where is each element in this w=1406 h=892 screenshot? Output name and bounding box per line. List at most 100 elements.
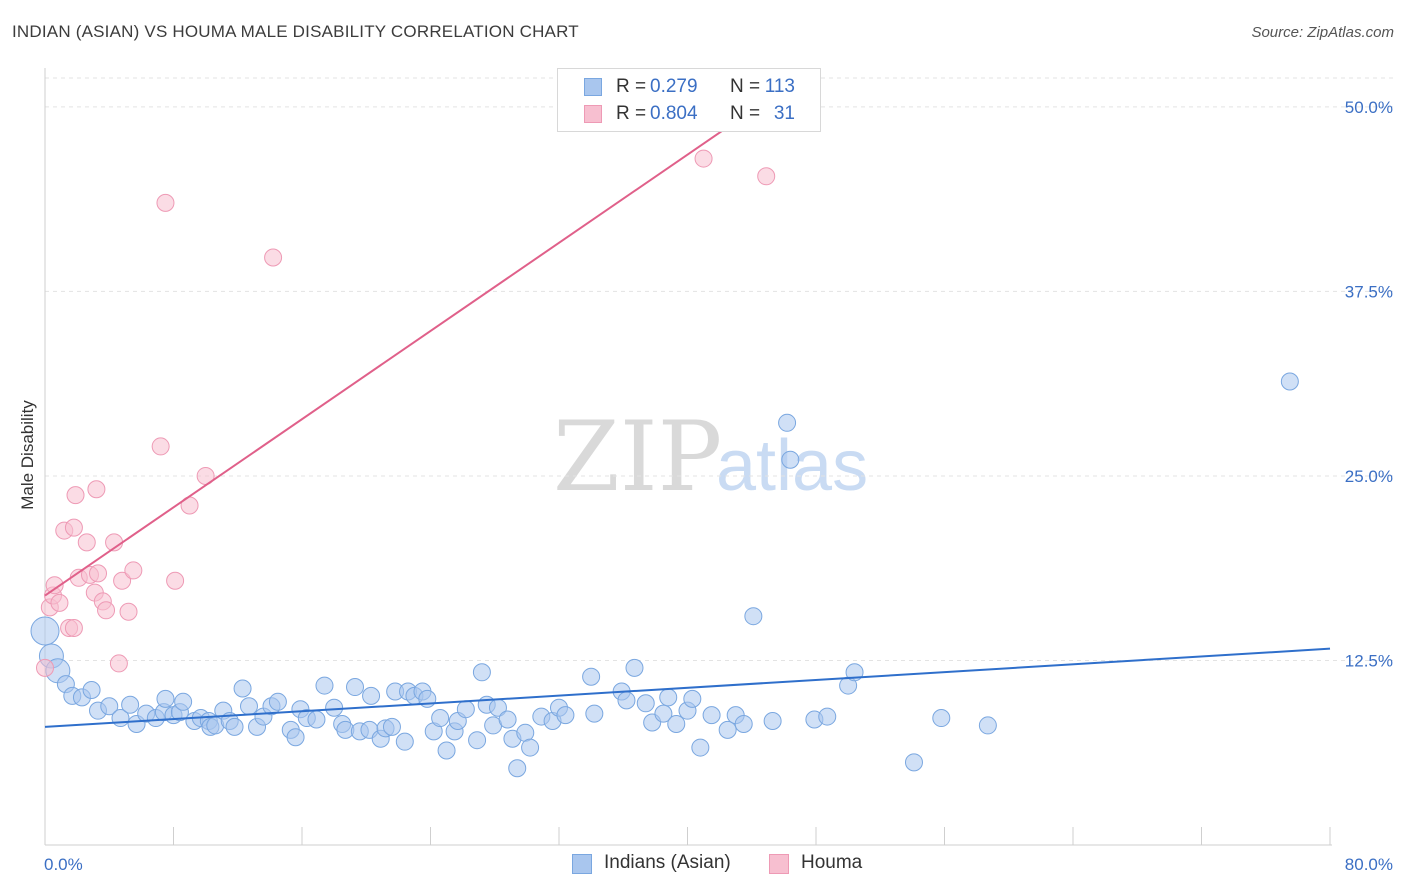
data-point-indians [556, 706, 575, 725]
chart-title: INDIAN (ASIAN) VS HOUMA MALE DISABILITY … [12, 22, 579, 41]
data-point-houma [64, 518, 83, 537]
data-point-indians [456, 700, 475, 719]
data-point-indians [362, 686, 381, 705]
y-tick-label: 37.5% [1345, 282, 1393, 301]
data-point-indians [268, 692, 287, 711]
data-point-indians [978, 716, 997, 735]
data-point-indians [472, 663, 491, 682]
data-point-houma [264, 248, 283, 267]
data-point-indians [744, 607, 763, 626]
legend-r-label: R = [616, 103, 647, 124]
legend-n-label: N = [730, 103, 761, 124]
data-point-indians [233, 679, 252, 698]
data-point-houma [124, 561, 143, 580]
data-point-indians [225, 717, 244, 736]
y-axis-label: Male Disability [18, 400, 37, 510]
data-point-indians [582, 667, 601, 686]
data-point-indians [508, 759, 527, 778]
data-point-indians [636, 694, 655, 713]
series-indians-asian [30, 372, 1299, 778]
data-point-indians [174, 692, 193, 711]
data-point-indians [683, 689, 702, 708]
legend-row-indians: R = 0.279 N = 113 [558, 74, 820, 100]
legend-swatch-pink [769, 854, 789, 874]
data-point-indians [498, 710, 517, 729]
watermark-zip: ZIP [553, 401, 722, 513]
data-point-houma [694, 149, 713, 168]
correlation-legend: R = 0.279 N = 113 R = 0.804 N = 31 [557, 68, 821, 132]
x-tick-label: 0.0% [44, 855, 83, 874]
legend-n-value: 113 [764, 76, 795, 97]
data-point-indians [431, 709, 450, 728]
data-point-indians [781, 450, 800, 469]
data-point-indians [763, 712, 782, 730]
data-point-indians [100, 697, 119, 716]
data-point-indians [382, 717, 401, 736]
legend-swatch-pink [584, 105, 602, 123]
tick-labels: 12.5% 25.0% 37.5% 50.0% 0.0% 80.0% [44, 98, 1393, 874]
data-point-houma [66, 486, 85, 505]
trendline-houma [44, 98, 769, 597]
x-tick-label: 80.0% [1345, 855, 1393, 874]
data-point-houma [87, 480, 106, 499]
y-tick-label: 50.0% [1345, 98, 1393, 117]
data-point-houma [166, 571, 185, 590]
legend-r-label: R = [616, 76, 647, 97]
chart-source: Source: ZipAtlas.com [1251, 24, 1394, 41]
data-point-indians [702, 706, 721, 725]
data-point-indians [625, 658, 644, 677]
legend-swatch-blue [584, 78, 602, 96]
data-point-houma [89, 564, 108, 583]
data-point-houma [64, 619, 83, 637]
data-point-indians [315, 676, 334, 695]
data-point-indians [346, 678, 365, 697]
data-point-houma [119, 602, 138, 621]
legend-label: Houma [801, 852, 863, 873]
data-point-houma [36, 658, 54, 677]
y-tick-label: 12.5% [1345, 651, 1393, 670]
data-point-indians [585, 704, 604, 723]
data-point-houma [97, 601, 116, 620]
data-point-indians [654, 704, 673, 723]
data-point-indians [239, 697, 258, 716]
data-point-indians [121, 695, 140, 714]
data-point-indians [521, 738, 540, 757]
series-houma [36, 149, 776, 677]
data-point-indians [778, 413, 797, 432]
legend-n-label: N = [730, 76, 761, 97]
data-point-houma [156, 193, 175, 212]
data-point-houma [45, 576, 64, 595]
data-point-houma [109, 654, 128, 673]
data-point-indians [395, 732, 414, 751]
data-point-indians [691, 738, 710, 757]
grid-lines [45, 77, 1394, 661]
data-point-indians [718, 720, 737, 739]
legend-n-value: 31 [773, 103, 795, 124]
series-legend: Indians (Asian) Houma [0, 852, 1406, 878]
data-point-houma [113, 571, 132, 590]
watermark: ZIP atlas [553, 401, 868, 513]
legend-swatch-blue [572, 854, 592, 874]
data-point-indians [286, 728, 305, 747]
trendline-indians [44, 647, 1331, 728]
data-point-indians [667, 714, 686, 733]
trendlines [44, 98, 1331, 728]
legend-r-value: 0.279 [650, 76, 698, 97]
data-point-houma [77, 533, 96, 552]
data-point-indians [932, 709, 951, 728]
data-point-indians [818, 707, 837, 726]
data-point-indians [307, 710, 326, 729]
legend-label: Indians (Asian) [604, 852, 731, 873]
data-point-houma [151, 437, 170, 456]
axes [44, 68, 1332, 846]
data-point-indians [468, 731, 487, 750]
data-point-indians [734, 714, 753, 733]
data-point-indians [617, 691, 636, 710]
legend-r-value: 0.804 [650, 103, 698, 124]
legend-row-houma: R = 0.804 N = 31 [558, 101, 820, 127]
data-point-indians [904, 753, 923, 772]
data-point-indians [82, 681, 101, 699]
data-point-indians [156, 689, 175, 708]
data-point-indians [437, 741, 456, 760]
